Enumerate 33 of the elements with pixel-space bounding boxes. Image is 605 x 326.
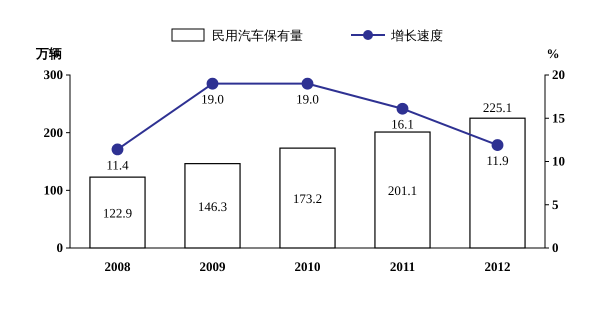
x-tick-label: 2008 (104, 259, 131, 274)
legend-label: 增长速度 (390, 28, 443, 43)
point (206, 78, 218, 90)
y2-tick-label: 5 (552, 196, 559, 212)
x-tick-label: 2011 (390, 259, 416, 274)
y2-axis-title: % (546, 46, 560, 61)
y2-tick-label: 20 (552, 67, 565, 82)
data-label: 173.2 (292, 191, 322, 206)
data-label: 11.4 (106, 157, 130, 172)
y-axis-title: 万辆 (35, 46, 62, 61)
x-tick-label: 2010 (294, 259, 320, 274)
data-label: 201.1 (388, 183, 418, 198)
data-label: 225.1 (482, 100, 512, 116)
x-tick-label: 2009 (200, 259, 226, 274)
data-label: 122.9 (102, 206, 132, 221)
y2-tick-label: 10 (552, 154, 565, 169)
y2-tick-label: 0 (552, 240, 558, 256)
data-label: 11.9 (486, 153, 509, 168)
point (396, 102, 408, 115)
data-label: 19.0 (296, 92, 319, 107)
y-tick-label: 200 (44, 124, 63, 140)
point (492, 139, 504, 151)
point (302, 78, 314, 90)
point (112, 143, 124, 156)
y-tick-label: 0 (56, 240, 63, 256)
legend-label: 民用汽车保有量 (212, 28, 303, 43)
y-tick-label: 300 (44, 67, 63, 82)
data-label: 146.3 (198, 198, 228, 214)
data-label: 16.1 (391, 116, 414, 132)
y2-tick-label: 15 (552, 110, 566, 126)
y-tick-label: 100 (44, 182, 63, 198)
data-label: 19.0 (201, 92, 224, 107)
x-tick-label: 2012 (484, 259, 510, 274)
